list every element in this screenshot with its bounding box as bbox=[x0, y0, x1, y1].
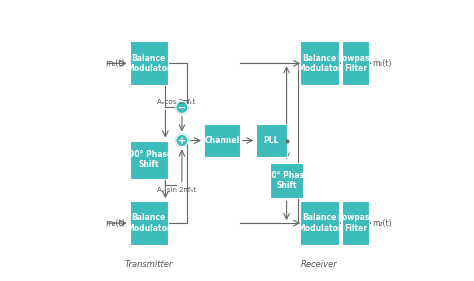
Text: −: − bbox=[178, 103, 186, 112]
Text: Lowpass
Filter: Lowpass Filter bbox=[337, 54, 374, 73]
Text: Lowpass
Filter: Lowpass Filter bbox=[337, 214, 374, 233]
FancyBboxPatch shape bbox=[256, 124, 287, 157]
Text: Balance
Modulator: Balance Modulator bbox=[127, 54, 171, 73]
Text: Balance
Modulator: Balance Modulator bbox=[297, 214, 342, 233]
Text: Balance
Modulator: Balance Modulator bbox=[297, 54, 342, 73]
Text: m₁(t): m₁(t) bbox=[372, 59, 392, 68]
Text: +: + bbox=[178, 135, 186, 146]
Text: Channel: Channel bbox=[204, 136, 239, 145]
FancyBboxPatch shape bbox=[204, 124, 240, 157]
Text: -90° Phase
Shift: -90° Phase Shift bbox=[264, 171, 310, 190]
Text: Aₑ sin 2πfₕt: Aₑ sin 2πfₕt bbox=[157, 187, 196, 193]
Circle shape bbox=[176, 101, 188, 114]
FancyBboxPatch shape bbox=[301, 201, 339, 245]
FancyBboxPatch shape bbox=[129, 201, 168, 245]
Text: m₁(t): m₁(t) bbox=[105, 59, 124, 68]
Text: Transmitter: Transmitter bbox=[125, 260, 173, 269]
FancyBboxPatch shape bbox=[342, 201, 369, 245]
Text: m₂(t): m₂(t) bbox=[372, 219, 392, 228]
FancyBboxPatch shape bbox=[129, 41, 168, 85]
FancyBboxPatch shape bbox=[129, 140, 168, 179]
Text: Aₑcos 2πfₕt: Aₑcos 2πfₕt bbox=[157, 99, 195, 105]
Text: -90° Phase
Shift: -90° Phase Shift bbox=[126, 150, 172, 169]
FancyBboxPatch shape bbox=[270, 162, 303, 198]
Text: Balance
Modulator: Balance Modulator bbox=[127, 214, 171, 233]
Text: Receiver: Receiver bbox=[301, 260, 338, 269]
Text: PLL: PLL bbox=[264, 136, 279, 145]
FancyBboxPatch shape bbox=[301, 41, 339, 85]
Circle shape bbox=[176, 134, 188, 147]
Text: m₂(t): m₂(t) bbox=[105, 219, 124, 228]
FancyBboxPatch shape bbox=[342, 41, 369, 85]
